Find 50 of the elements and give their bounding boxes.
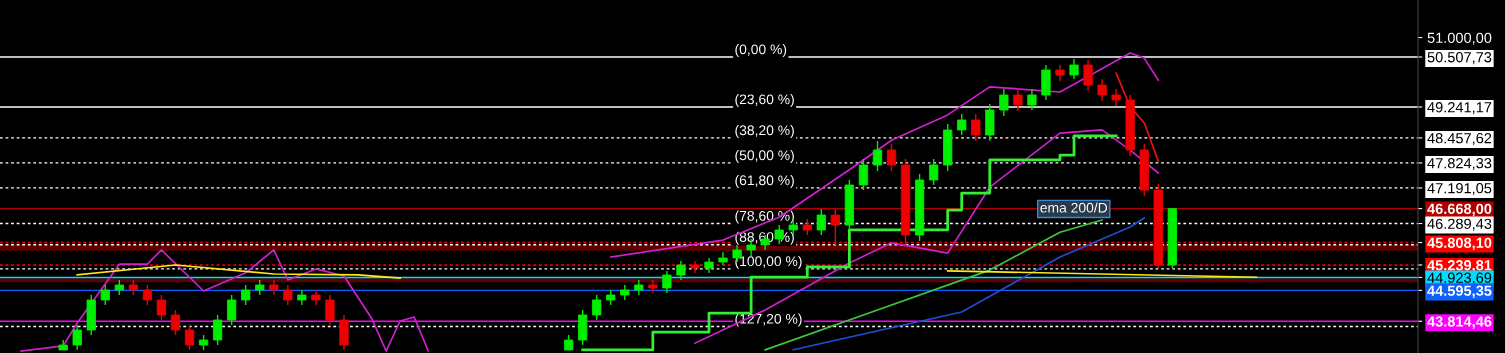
candlestick [886,143,897,172]
y-tick-label: 50.507,73 [1427,52,1492,65]
candlestick [241,284,251,306]
candlestick [872,140,883,172]
candlestick [1083,59,1093,92]
annotation: (23,60 %) [735,94,794,107]
candlestick [971,113,981,142]
candlestick [676,260,686,281]
annotation: (100,00 %) [735,255,802,269]
candlestick [1097,78,1107,102]
candlestick [184,324,195,351]
candlestick [662,270,672,294]
candlestick [142,284,153,306]
y-tick-label: 44.595,35 [1427,285,1492,298]
y-tick-label: 47.191,05 [1427,183,1492,196]
series-label: ema 200/D [1040,202,1108,213]
candlestick [72,324,82,351]
annotation: (38,20 %) [735,124,794,138]
candlestick [156,294,167,321]
y-tick-label: 46.668,00 [1427,203,1492,217]
candlestick [592,294,602,321]
annotation: (61,80 %) [735,174,794,188]
y-tick-label: 47.824,33 [1427,158,1492,171]
candlestick [1069,58,1079,80]
y-tick-label: 51.000,00 [1427,32,1492,45]
candlestick [170,309,181,336]
annotation: (50,00 %) [735,149,794,163]
candlestick [929,158,939,186]
annotation: (0,00 %) [735,44,787,57]
y-tick-label: 44.923,69 [1427,272,1492,285]
candlestick [830,208,840,246]
candlestick [1013,88,1023,112]
candlestick [283,284,293,306]
candlestick [816,208,826,236]
candlestick [325,294,335,326]
candlestick [999,88,1009,117]
y-tick-label: 45.808,10 [1427,237,1492,251]
candlestick [858,158,869,191]
y-tick-label: 48.457,62 [1427,133,1492,146]
y-tick-label: 45.239,81 [1427,260,1492,273]
line-series [20,249,430,352]
line-series [76,264,401,279]
candlestick [100,284,110,306]
y-tick-label: 49.241,17 [1427,102,1492,115]
candlestick [1027,88,1037,111]
candlestick [227,294,237,326]
y-tick-label: 43.814,46 [1427,316,1492,329]
candlestick [957,113,967,136]
candlestick [212,314,223,346]
y-tick-label: 46.289,43 [1427,218,1492,231]
